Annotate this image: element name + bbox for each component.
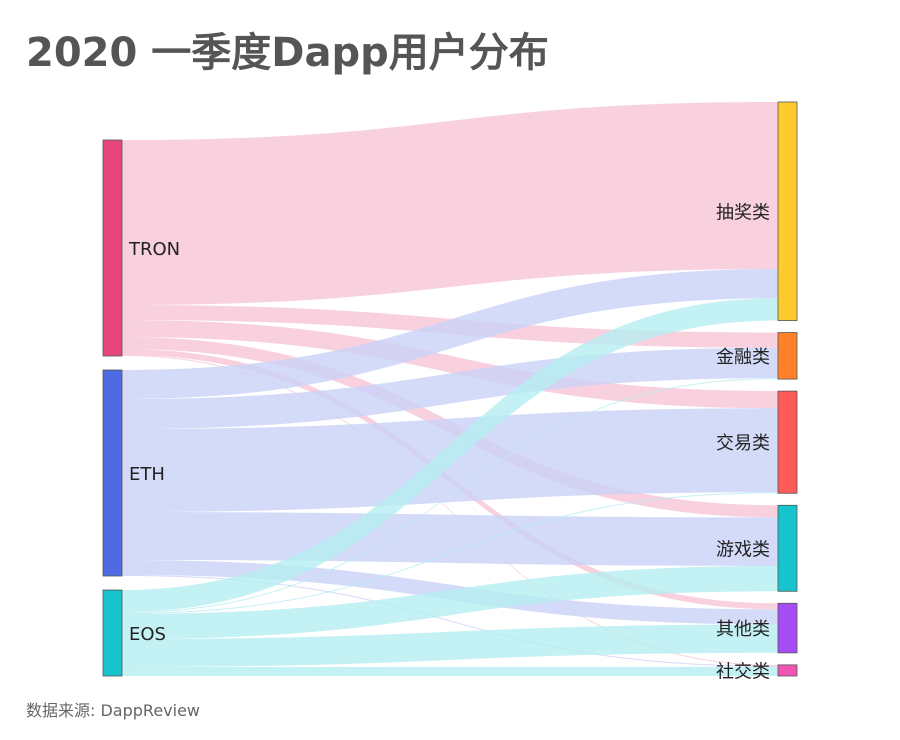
node-label-eos: EOS <box>129 624 166 645</box>
node-other <box>777 602 798 654</box>
node-tron <box>102 139 123 357</box>
link-eos-lottery <box>122 298 778 612</box>
link-eth-game <box>122 512 778 566</box>
node-eth <box>102 369 123 577</box>
sankey-links <box>122 102 778 676</box>
link-eos-finance <box>122 378 778 613</box>
sankey-nodes <box>102 101 798 677</box>
node-exchange <box>777 390 798 494</box>
node-label-lottery: 抽奖类 <box>716 202 770 223</box>
node-label-tron: TRON <box>128 239 180 260</box>
link-eos-social <box>122 666 778 676</box>
node-label-other: 其他类 <box>716 619 770 640</box>
link-eos-exchange <box>122 492 778 614</box>
node-label-game: 游戏类 <box>716 539 770 560</box>
link-tron-lottery <box>122 102 778 305</box>
link-eos-game <box>122 565 778 639</box>
link-eos-other <box>122 624 778 667</box>
link-eth-finance <box>122 347 778 429</box>
link-tron-exchange <box>122 320 778 409</box>
link-eth-social <box>122 575 778 667</box>
node-label-eth: ETH <box>129 464 165 485</box>
node-label-exchange: 交易类 <box>716 433 770 454</box>
node-label-social: 社交类 <box>716 661 770 682</box>
node-lottery <box>777 101 798 321</box>
node-social <box>777 664 798 677</box>
node-eos <box>102 589 123 677</box>
node-label-finance: 金融类 <box>716 347 770 368</box>
chart-title: 2020 一季度Dapp用户分布 <box>26 30 549 76</box>
node-game <box>777 504 798 592</box>
data-source-note: 数据来源: DappReview <box>26 701 201 720</box>
node-finance <box>777 332 798 380</box>
link-tron-social <box>122 355 778 666</box>
link-eth-lottery <box>122 268 778 399</box>
